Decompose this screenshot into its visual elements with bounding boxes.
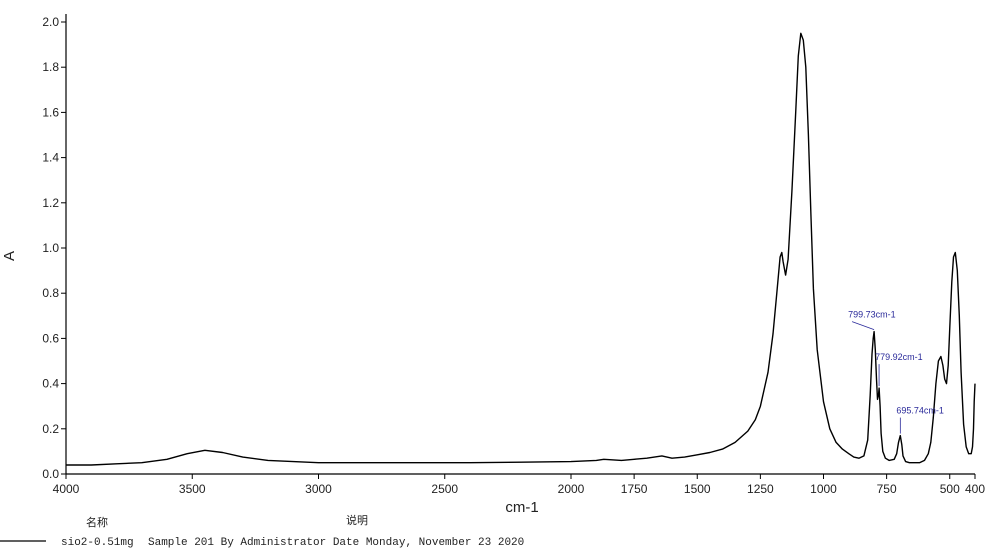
- peak-annotation-label: 799.73cm-1: [848, 310, 896, 320]
- y-tick-label: 0.4: [42, 377, 59, 391]
- x-tick-label: 750: [877, 482, 897, 496]
- x-tick-label: 1750: [621, 482, 648, 496]
- x-tick-label: 4000: [53, 482, 80, 496]
- legend-description-header: 说明: [346, 513, 368, 527]
- x-axis-ticks: 4000 3500 3000 2500 2000 1750 1500 1250 1000 750 5…: [53, 474, 985, 496]
- y-tick-label: 2.0: [42, 15, 59, 29]
- x-tick-label: 2000: [558, 482, 585, 496]
- y-tick-label: 1.6: [42, 105, 59, 119]
- x-tick-label: 1250: [747, 482, 774, 496]
- y-tick-label: 0.8: [42, 286, 59, 300]
- peak-annotation-label: 695.74cm-1: [896, 406, 944, 416]
- legend-sample-name: sio2-0.51mg: [61, 537, 134, 549]
- series-line-0: [66, 32, 976, 466]
- x-tick-label: 1500: [684, 482, 711, 496]
- peak-annotation-label: 779.92cm-1: [875, 352, 923, 362]
- y-tick-label: 0.2: [42, 422, 59, 436]
- x-tick-label: 500: [940, 482, 960, 496]
- x-tick-label: 3000: [305, 482, 332, 496]
- y-tick-label: 0.0: [42, 467, 59, 481]
- spectrum-series: [66, 32, 976, 466]
- y-tick-label: 1.2: [42, 196, 59, 210]
- x-tick-label: 2500: [431, 482, 458, 496]
- y-tick-label: 1.0: [42, 241, 59, 255]
- y-tick-label: 1.8: [42, 60, 59, 74]
- y-axis-title: A: [1, 251, 18, 261]
- y-tick-label: 0.6: [42, 331, 59, 345]
- x-axis-title: cm-1: [505, 499, 538, 516]
- y-axis-ticks: 0.0 0.2 0.4 0.6 0.8 1.0 1.2 1.4 1.6 1.8 2.0: [42, 15, 66, 481]
- x-tick-label: 1000: [810, 482, 837, 496]
- y-tick-label: 1.4: [42, 151, 59, 165]
- peak-annotations: 799.73cm-1 779.92cm-1 695.74cm-1: [848, 310, 944, 434]
- x-tick-label: 400: [965, 482, 985, 496]
- x-tick-label: 3500: [179, 482, 206, 496]
- legend-sample-description: Sample 201 By Administrator Date Monday,…: [148, 537, 524, 549]
- legend-name-header: 名称: [86, 515, 108, 529]
- peak-annotation-leader: [851, 321, 875, 330]
